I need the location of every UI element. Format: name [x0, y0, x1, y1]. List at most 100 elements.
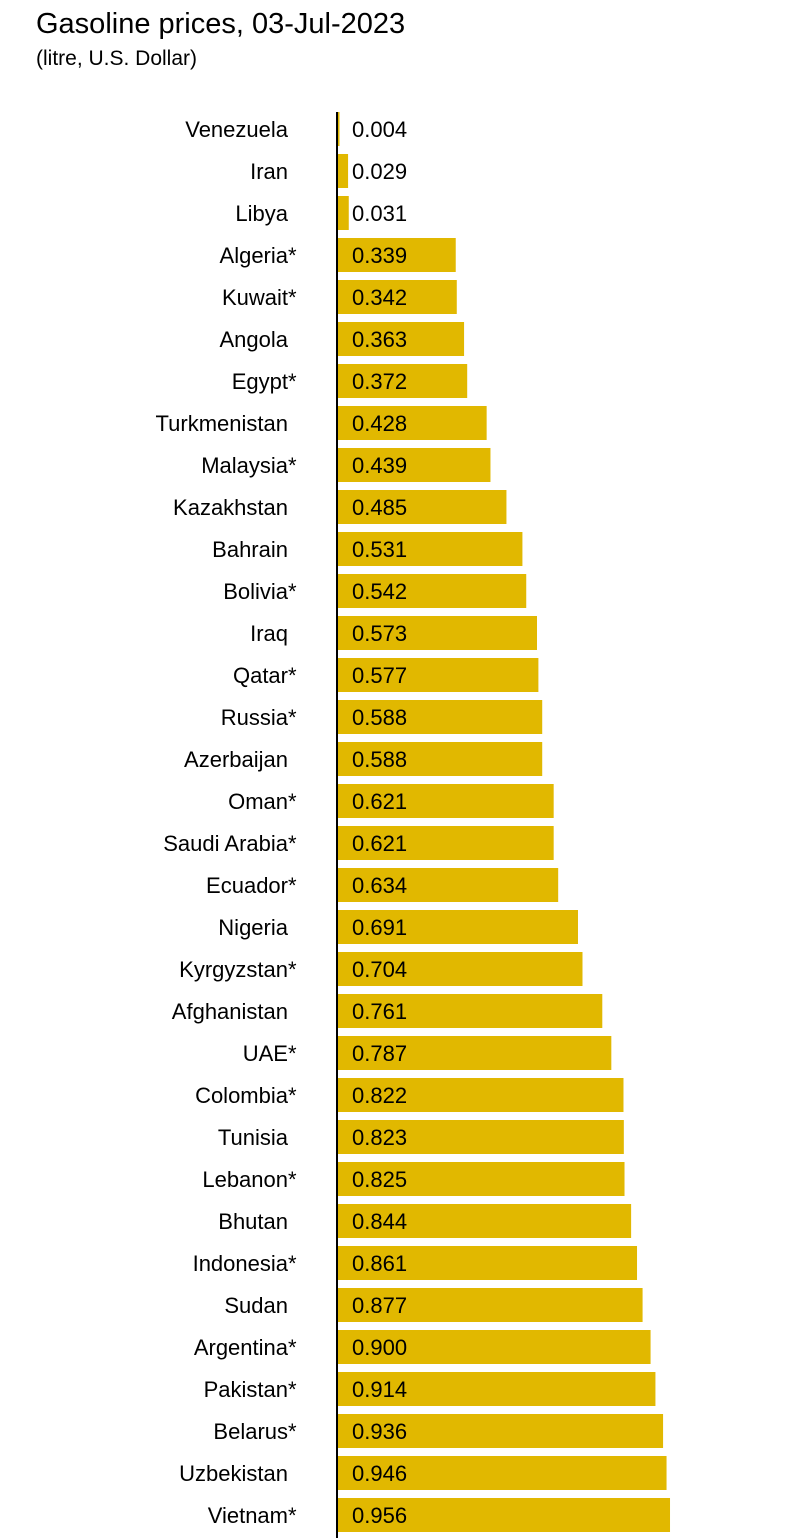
value-label: 0.844 — [352, 1209, 407, 1234]
category-label: Uzbekistan — [179, 1461, 288, 1486]
bar — [338, 1288, 643, 1322]
bar — [338, 1246, 638, 1280]
category-label-asterisk: * — [288, 453, 297, 478]
category-label-asterisk: * — [288, 957, 297, 982]
bar — [338, 448, 491, 482]
category-label-asterisk: * — [288, 789, 297, 814]
value-label: 0.004 — [352, 117, 407, 142]
category-label: UAE — [243, 1041, 288, 1066]
value-label: 0.363 — [352, 327, 407, 352]
category-label: Vietnam — [208, 1503, 288, 1528]
category-label: Saudi Arabia — [163, 831, 289, 856]
value-label: 0.372 — [352, 369, 407, 394]
value-label: 0.621 — [352, 789, 407, 814]
category-label: Bhutan — [218, 1209, 288, 1234]
value-label: 0.588 — [352, 705, 407, 730]
category-label-asterisk: * — [288, 1503, 297, 1528]
value-label: 0.542 — [352, 579, 407, 604]
category-label-asterisk: * — [288, 663, 297, 688]
bar — [338, 196, 349, 230]
value-label: 0.825 — [352, 1167, 407, 1192]
value-label: 0.823 — [352, 1125, 407, 1150]
bar — [338, 826, 554, 860]
category-label: Kuwait — [222, 285, 288, 310]
category-label: Colombia — [195, 1083, 289, 1108]
value-label: 0.956 — [352, 1503, 407, 1528]
bar — [338, 1078, 624, 1112]
bar — [338, 1120, 624, 1154]
category-label: Kazakhstan — [173, 495, 288, 520]
category-label: Oman — [228, 789, 288, 814]
bar — [338, 868, 559, 902]
category-label: Pakistan — [204, 1377, 288, 1402]
value-label: 0.704 — [352, 957, 407, 982]
category-label: Qatar — [233, 663, 288, 688]
category-label-asterisk: * — [288, 579, 297, 604]
category-label: Egypt — [232, 369, 288, 394]
value-label: 0.531 — [352, 537, 407, 562]
category-label: Iran — [250, 159, 288, 184]
bar — [338, 742, 543, 776]
category-label: Russia — [221, 705, 289, 730]
value-label: 0.577 — [352, 663, 407, 688]
category-label-asterisk: * — [288, 243, 297, 268]
bar — [338, 112, 340, 146]
bar — [338, 280, 457, 314]
category-label: Sudan — [224, 1293, 288, 1318]
bar — [338, 532, 523, 566]
category-label-asterisk: * — [288, 1041, 297, 1066]
bar — [338, 490, 507, 524]
category-label: Turkmenistan — [156, 411, 288, 436]
bar — [338, 658, 539, 692]
category-label: Tunisia — [218, 1125, 289, 1150]
bar — [338, 616, 538, 650]
bar — [338, 574, 527, 608]
bar — [338, 322, 465, 356]
category-label: Ecuador — [206, 873, 288, 898]
bar — [338, 1036, 612, 1070]
category-label: Malaysia — [201, 453, 289, 478]
category-label: Bahrain — [212, 537, 288, 562]
category-label-asterisk: * — [288, 1167, 297, 1192]
category-label-asterisk: * — [288, 1419, 297, 1444]
category-label-asterisk: * — [288, 1335, 297, 1360]
bar — [338, 364, 468, 398]
category-label-asterisk: * — [288, 1251, 297, 1276]
value-label: 0.031 — [352, 201, 407, 226]
value-label: 0.428 — [352, 411, 407, 436]
bar — [338, 784, 554, 818]
value-label: 0.936 — [352, 1419, 407, 1444]
value-label: 0.485 — [352, 495, 407, 520]
category-label: Venezuela — [185, 117, 289, 142]
value-label: 0.621 — [352, 831, 407, 856]
bar — [338, 952, 583, 986]
category-label: Belarus — [213, 1419, 288, 1444]
value-label: 0.914 — [352, 1377, 407, 1402]
category-label: Azerbaijan — [184, 747, 288, 772]
bar — [338, 238, 456, 272]
value-label: 0.588 — [352, 747, 407, 772]
bar — [338, 910, 578, 944]
value-label: 0.691 — [352, 915, 407, 940]
category-label: Afghanistan — [172, 999, 288, 1024]
bar — [338, 1414, 664, 1448]
category-label: Nigeria — [218, 915, 288, 940]
value-label: 0.342 — [352, 285, 407, 310]
category-label: Argentina — [194, 1335, 289, 1360]
value-label: 0.439 — [352, 453, 407, 478]
value-label: 0.877 — [352, 1293, 407, 1318]
value-label: 0.822 — [352, 1083, 407, 1108]
category-label-asterisk: * — [288, 1083, 297, 1108]
bar — [338, 1498, 671, 1532]
category-label: Bolivia — [223, 579, 289, 604]
category-label: Lebanon — [202, 1167, 288, 1192]
category-label: Indonesia — [193, 1251, 289, 1276]
value-label: 0.029 — [352, 159, 407, 184]
bar — [338, 1162, 625, 1196]
category-label-asterisk: * — [288, 285, 297, 310]
bar — [338, 1372, 656, 1406]
value-label: 0.573 — [352, 621, 407, 646]
value-label: 0.946 — [352, 1461, 407, 1486]
value-label: 0.861 — [352, 1251, 407, 1276]
category-label: Kyrgyzstan — [179, 957, 288, 982]
